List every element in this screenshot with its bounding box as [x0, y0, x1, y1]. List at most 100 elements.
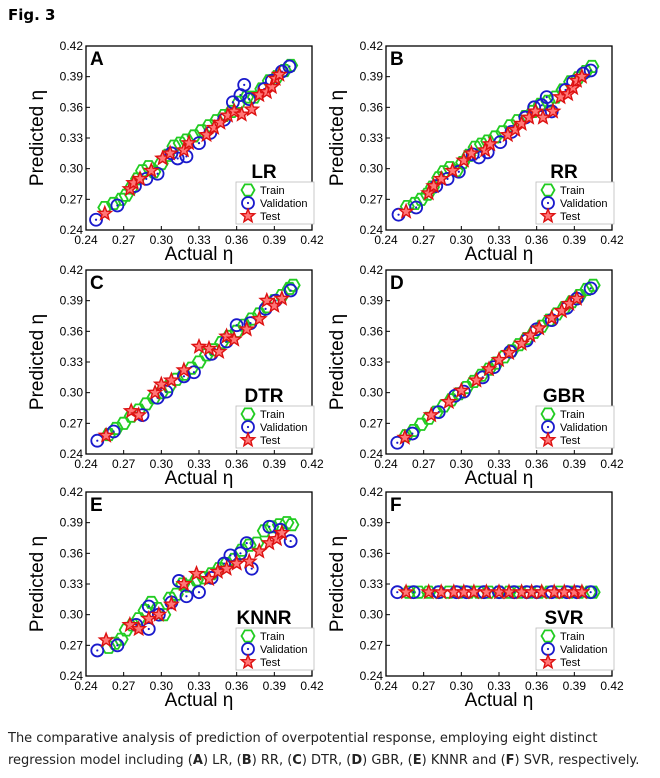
validation-dot: [411, 432, 414, 435]
legend-test-label: Test: [560, 657, 580, 669]
panel-letter: E: [90, 495, 103, 516]
validation-point: [179, 589, 194, 604]
x-tick-label: 0.27: [112, 679, 136, 693]
model-label: DTR: [244, 386, 283, 407]
y-tick-label: 0.24: [60, 447, 84, 461]
legend-validation-label: Validation: [560, 198, 608, 210]
train-point: [186, 129, 202, 143]
plot-data: [391, 59, 600, 222]
test-point: [233, 105, 251, 122]
test-point: [187, 564, 205, 581]
x-tick-label: 0.30: [450, 233, 474, 247]
test-point: [243, 100, 261, 117]
caption-letter-c: C: [292, 753, 302, 768]
panel-f: 0.24 0.27 0.30 0.33 0.36 0.39 0.42 0.24 0.27 0.30…: [327, 485, 624, 711]
validation-dot: [546, 647, 550, 651]
legend-train-marker: [240, 407, 256, 421]
x-tick-label: 0.39: [563, 457, 587, 471]
test-point: [162, 371, 180, 388]
validation-dot: [243, 83, 246, 86]
test-point: [140, 609, 158, 626]
test-point: [175, 361, 193, 378]
y-tick-label: 0.24: [60, 669, 84, 683]
validation-dot: [250, 567, 253, 570]
validation-point: [110, 638, 125, 653]
test-point: [225, 330, 243, 347]
validation-dot: [249, 322, 252, 325]
x-axis-label: Actual η: [165, 690, 234, 711]
test-point: [573, 583, 591, 600]
validation-ring: [282, 59, 297, 74]
x-tick-label: 0.33: [487, 233, 511, 247]
test-point: [190, 337, 208, 354]
y-tick-label: 0.36: [60, 546, 84, 560]
validation-dot: [457, 170, 460, 173]
test-point: [270, 65, 288, 82]
test-point: [534, 108, 552, 125]
test-point: [121, 615, 139, 633]
legend-test-label: Test: [560, 211, 580, 223]
x-tick-label: 0.36: [225, 233, 249, 247]
validation-ring: [409, 200, 424, 215]
x-tick-label: 0.27: [412, 233, 436, 247]
legend-validation-label: Validation: [260, 422, 308, 434]
validation-dot: [112, 430, 115, 433]
test-point: [130, 620, 148, 637]
y-tick-label: 0.30: [360, 608, 384, 622]
model-label: RR: [550, 162, 578, 183]
x-tick-label: 0.24: [374, 233, 398, 247]
validation-dot: [540, 104, 543, 107]
validation-dot: [246, 647, 250, 651]
test-point: [564, 78, 582, 96]
x-tick-label: 0.42: [300, 457, 324, 471]
validation-ring: [179, 589, 194, 604]
test-point: [250, 310, 268, 327]
legend-validation-label: Validation: [560, 644, 608, 656]
validation-point: [539, 90, 554, 105]
y-tick-label: 0.39: [360, 294, 384, 308]
train-point: [547, 90, 564, 104]
test-point: [218, 327, 236, 344]
y-tick-label: 0.39: [360, 516, 384, 530]
y-tick-label: 0.36: [360, 100, 384, 114]
validation-dot: [147, 627, 150, 631]
test-point: [210, 342, 228, 359]
test-point: [122, 402, 140, 419]
train-point: [138, 397, 154, 411]
validation-point: [239, 536, 254, 551]
y-tick-label: 0.33: [360, 577, 384, 591]
train-point: [407, 196, 423, 211]
validation-dot: [192, 371, 196, 374]
validation-dot: [145, 177, 148, 180]
validation-dot: [229, 554, 232, 557]
validation-point: [229, 318, 244, 333]
legend-train-marker: [540, 629, 556, 643]
train-point: [279, 516, 295, 530]
test-point: [543, 309, 561, 326]
legend-test-marker: [539, 431, 557, 448]
x-tick-label: 0.42: [300, 679, 324, 693]
legend-test-marker: [539, 653, 557, 670]
y-tick-label: 0.42: [60, 263, 84, 277]
test-point: [250, 542, 268, 559]
model-label: SVR: [544, 608, 583, 629]
panel-letter: A: [90, 49, 104, 70]
x-tick-label: 0.36: [525, 233, 549, 247]
x-tick-label: 0.42: [600, 679, 624, 693]
plot-data: [90, 278, 301, 448]
validation-dot: [546, 425, 550, 429]
y-tick-label: 0.33: [60, 131, 84, 145]
test-point: [481, 135, 499, 152]
train-point: [256, 524, 272, 538]
test-point: [228, 554, 246, 571]
test-point: [397, 583, 415, 600]
y-tick-label: 0.30: [360, 386, 384, 400]
x-tick-label: 0.36: [525, 457, 549, 471]
series-test: [97, 289, 291, 443]
legend-validation-label: Validation: [260, 644, 308, 656]
validation-dot: [246, 425, 250, 429]
test-point: [162, 595, 180, 612]
validation-dot: [94, 218, 98, 221]
